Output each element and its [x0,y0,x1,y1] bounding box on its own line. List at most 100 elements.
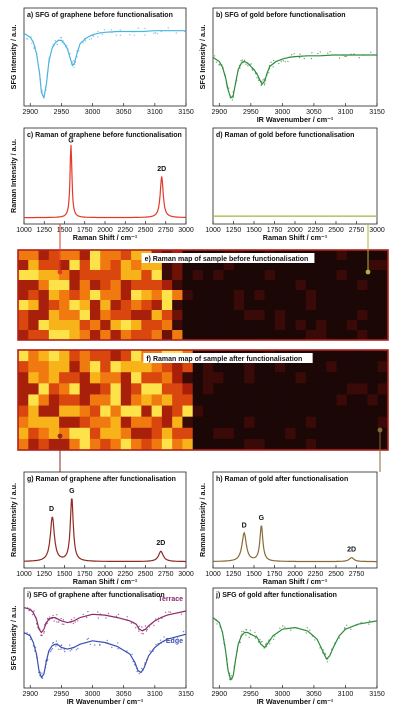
data-point [230,675,232,677]
map-cell [285,361,296,373]
map-cell [213,290,224,301]
map-cell [38,350,50,362]
map-cell [305,438,317,451]
series-line-edge [23,631,187,678]
data-point [273,59,275,62]
data-point [119,34,122,36]
map-cell [131,350,142,362]
map-cell [244,320,255,331]
map-cell [182,361,194,373]
x-tick-label: 1250 [36,571,52,578]
map-cell [244,330,255,341]
data-point [50,649,53,651]
data-point [141,632,143,635]
data-point [293,53,295,55]
map-cell [346,280,358,291]
data-point [69,644,71,646]
map-cell [28,383,39,395]
data-point [61,623,63,625]
data-point [309,629,311,631]
map-cell [182,383,194,395]
map-cell [305,394,317,406]
map-cell [172,394,183,406]
data-point [88,38,91,41]
map-cell [285,383,296,395]
map-cell [367,280,379,291]
x-tick-label: 2500 [328,227,344,234]
map-cell [59,383,70,395]
map-cell [316,300,327,311]
data-point [259,638,261,641]
spectrum-line [24,498,186,563]
map-cell [28,361,39,373]
map-cell [131,320,142,331]
map-cell [285,330,296,341]
x-tick-label: 2000 [97,227,113,234]
map-cell [285,300,296,311]
data-point [99,643,101,646]
map-cell [295,290,307,301]
x-tick-label: 3150 [178,691,194,698]
data-point [180,613,183,615]
map-cell [79,300,91,311]
map-cell [233,330,245,341]
map-cell [285,416,296,429]
map-cell [151,427,163,440]
map-cell [89,416,101,429]
data-point [28,609,30,612]
map-cell [305,330,317,341]
map-cell [336,300,348,311]
x-tick-label: 3050 [306,109,322,116]
map-cell [69,405,81,418]
map-cell [274,416,286,429]
data-point [290,629,292,631]
map-cell [274,427,286,440]
x-tick-label: 1000 [16,227,32,234]
x-tick-label: 2750 [349,227,365,234]
map-cell [305,260,317,271]
data-point [105,617,107,619]
plot-frame [23,127,187,225]
map-cell [120,280,132,291]
data-point [360,621,362,624]
map-cell [316,416,327,429]
data-point [164,611,167,613]
map-cell [79,270,91,281]
map-cell [223,416,235,429]
map-cell [161,383,173,395]
x-tick-label: 3100 [338,109,354,116]
data-point [77,620,79,622]
sample-marker-gold-after [377,427,383,433]
map-cell [285,320,296,331]
map-cell [182,310,194,321]
map-cell [182,300,194,311]
map-cell [100,361,111,373]
map-cell [131,330,142,341]
map-cell [213,383,224,395]
map-cell [274,361,286,373]
map-cell [131,250,142,261]
map-cell [346,320,358,331]
map-cell [305,290,317,301]
map-cell [89,372,101,384]
map-cell [213,330,224,341]
map-cell [151,416,163,429]
map-cell [285,372,296,384]
data-point [63,651,66,653]
map-cell [367,250,379,261]
data-point [41,634,43,637]
data-point [49,650,52,653]
data-point [138,630,140,632]
map-cell [18,350,29,362]
data-point [97,617,100,619]
peak-label: 2D [156,540,165,547]
plot-frame [23,471,187,569]
map-cell [89,438,101,451]
map-cell [110,280,122,291]
map-cell [357,361,368,373]
data-point [41,672,43,674]
map-cell [59,438,70,451]
x-tick-label: 2900 [22,691,38,698]
map-cell [69,310,81,321]
map-cell [59,405,70,418]
